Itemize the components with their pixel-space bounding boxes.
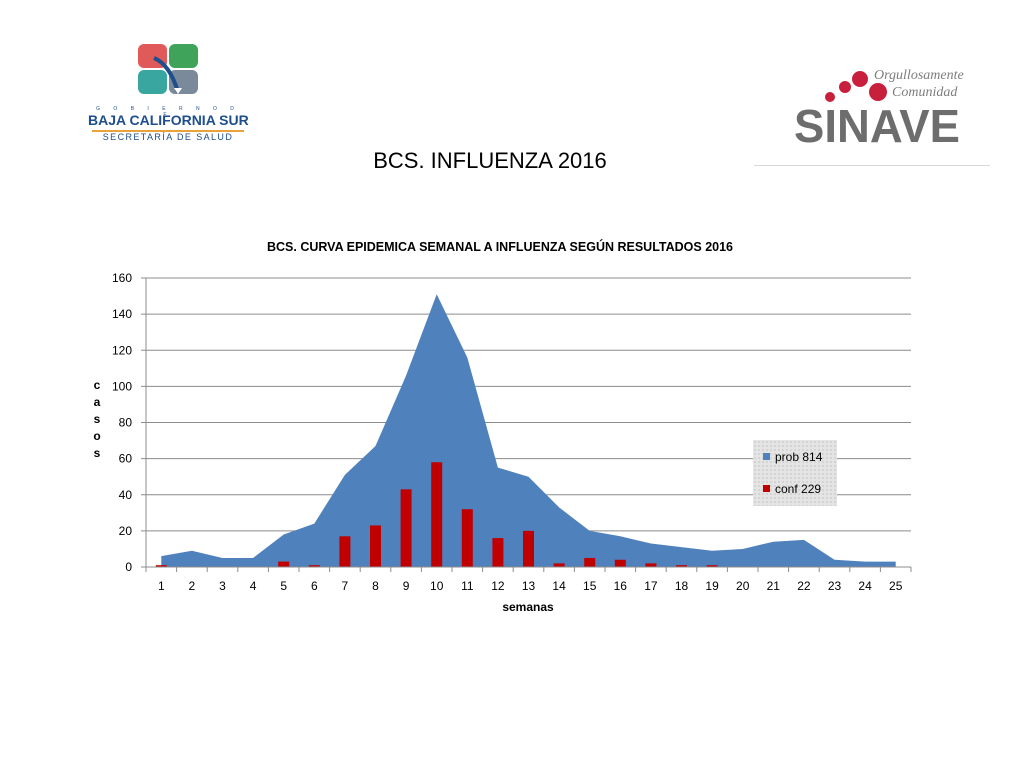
page-title: BCS. INFLUENZA 2016 [373, 148, 607, 173]
x-tick-label: 12 [491, 579, 505, 593]
conf-bar [461, 509, 473, 567]
legend-swatch-conf [763, 485, 770, 492]
x-tick-label: 24 [858, 579, 872, 593]
x-tick-label: 8 [372, 579, 379, 593]
y-tick-label: 40 [119, 488, 133, 502]
y-tick-label: 160 [112, 271, 132, 285]
x-tick-label: 17 [644, 579, 658, 593]
y-axis-label-letter: s [94, 446, 101, 460]
y-axis-label-letter: c [94, 378, 101, 392]
x-tick-label: 3 [219, 579, 226, 593]
sinave-tagline-2: Comunidad [892, 85, 958, 100]
y-axis-label-letter: a [94, 395, 101, 409]
chart-axes [145, 278, 912, 572]
conf-bar [523, 530, 534, 567]
chart-legend: prob 814 conf 229 [753, 440, 837, 506]
sinave-dot-icon [825, 92, 835, 102]
conf-bar-series [155, 462, 718, 567]
y-tick-labels: 0 20 40 60 80 100 120 140 160 [112, 271, 132, 574]
conf-bar [584, 557, 596, 567]
x-tick-label: 22 [797, 579, 811, 593]
conf-bar [431, 462, 443, 567]
x-tick-label: 10 [430, 579, 444, 593]
conf-bar [370, 525, 381, 567]
x-tick-label: 21 [767, 579, 781, 593]
x-tick-label: 4 [250, 579, 257, 593]
conf-bar [400, 489, 412, 567]
sinave-wordmark: SINAVE [794, 100, 960, 152]
x-axis-label: semanas [502, 600, 554, 614]
x-tick-label: 11 [461, 579, 474, 593]
x-tick-label: 18 [675, 579, 689, 593]
sinave-dot-icon [852, 71, 868, 87]
y-axis-label-letter: o [93, 429, 100, 443]
prob-area-series [161, 294, 896, 567]
sinave-underline [754, 165, 990, 166]
x-tick-label: 6 [311, 579, 318, 593]
conf-bar [492, 538, 504, 567]
bcs-logo-main-text: BAJA CALIFORNIA SUR [88, 112, 249, 128]
legend-swatch-prob [763, 453, 770, 460]
bcs-logo-divider [92, 130, 244, 132]
x-tick-label: 15 [583, 579, 597, 593]
y-tick-label: 20 [119, 524, 133, 538]
sinave-tagline-1: Orgullosamente [874, 68, 964, 83]
x-tick-label: 23 [828, 579, 842, 593]
x-tick-label: 16 [614, 579, 628, 593]
y-axis-label-letter: s [94, 412, 101, 426]
bcs-emblem-icon [138, 44, 198, 94]
conf-bar [676, 565, 687, 567]
conf-bar [308, 565, 320, 567]
legend-item-prob: prob 814 [763, 450, 822, 464]
y-tick-label: 120 [112, 343, 132, 357]
x-tick-label: 2 [189, 579, 196, 593]
bcs-government-logo: G O B I E R N O D E BAJA CALIFORNIA SUR … [88, 44, 249, 144]
x-tick-label: 9 [403, 579, 410, 593]
legend-label-conf: conf 229 [775, 482, 822, 496]
y-tick-label: 0 [125, 560, 132, 574]
y-tick-label: 140 [112, 307, 132, 321]
legend-label-prob: prob 814 [775, 450, 823, 464]
legend-item-conf: conf 229 [763, 482, 821, 496]
conf-bar [645, 563, 657, 567]
conf-bar [706, 565, 718, 567]
x-tick-label: 5 [280, 579, 287, 593]
x-tick-label: 19 [705, 579, 719, 593]
conf-bar [553, 563, 565, 567]
bcs-logo-small-text: G O B I E R N O D E [96, 106, 240, 118]
conf-bar [155, 565, 167, 567]
chart-title: BCS. CURVA EPIDEMICA SEMANAL A INFLUENZA… [266, 240, 734, 254]
y-tick-label: 60 [119, 452, 133, 466]
x-tick-label: 20 [736, 579, 750, 593]
sinave-dot-icon [839, 81, 851, 93]
sinave-dot-icon [869, 83, 887, 101]
sinave-logo: Orgullosamente Comunidad SINAVE [754, 62, 990, 166]
x-tick-label: 7 [342, 579, 349, 593]
conf-bar [339, 536, 351, 567]
x-tick-label: 14 [552, 579, 566, 593]
x-tick-label: 13 [522, 579, 536, 593]
y-tick-label: 80 [119, 416, 133, 430]
prob-area [161, 294, 896, 567]
bcs-logo-sub-text: SECRETARÍA DE SALUD [102, 132, 234, 142]
x-tick-label: 25 [889, 579, 903, 593]
conf-bar [614, 559, 626, 567]
x-tick-labels: 1 2 3 4 5 6 7 8 9 10 11 12 13 14 15 16 17 18 19 20 21 22 23 24 2… [158, 579, 903, 593]
x-tick-label: 1 [158, 579, 165, 593]
y-tick-label: 100 [112, 379, 132, 393]
conf-bar [278, 561, 290, 567]
